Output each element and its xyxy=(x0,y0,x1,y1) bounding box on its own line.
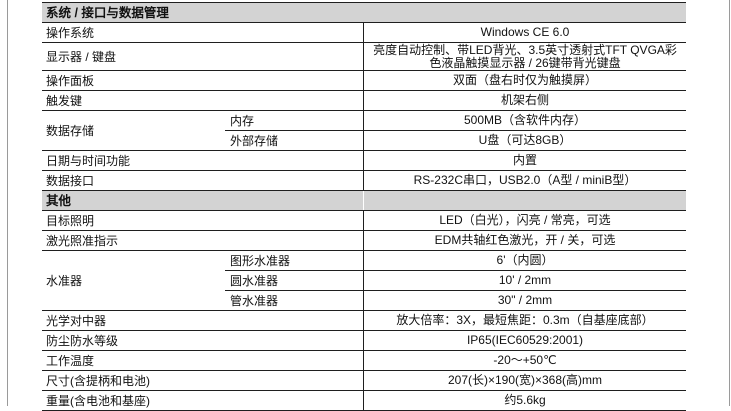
section-header-row: 其他 xyxy=(42,191,686,211)
header-column-divider xyxy=(363,191,364,210)
spec-subrow: 管水准器 30" / 2mm xyxy=(225,290,686,310)
spec-row: 目标照明 LED（白光），闪亮 / 常亮，可选 xyxy=(42,211,686,231)
spec-label: 重量(含电池和基座) xyxy=(46,393,150,408)
spec-value: IP65(IEC60529:2001) xyxy=(363,331,686,350)
spec-value: U盘（可达8GB） xyxy=(363,131,686,150)
spec-sublabel: 图形水准器 xyxy=(230,253,291,268)
spec-subrow: 圆水准器 10' / 2mm xyxy=(225,270,686,290)
page-right-edge-line xyxy=(729,0,730,406)
spec-value: 6'（内圆） xyxy=(363,251,686,270)
spec-sublabel: 内存 xyxy=(230,113,255,128)
spec-label: 操作系统 xyxy=(46,25,95,40)
spec-label: 操作面板 xyxy=(46,73,95,88)
spec-sublabel: 管水准器 xyxy=(230,293,279,308)
spec-table: 系统 / 接口与数据管理 操作系统 Windows CE 6.0 显示器 / 键盘 亮度… xyxy=(42,2,686,411)
spec-subrow: 内存 500MB（含软件内存） xyxy=(225,111,686,130)
spec-row: 操作系统 Windows CE 6.0 xyxy=(42,23,686,43)
spec-value: 10' / 2mm xyxy=(363,271,686,290)
spec-sublabel: 圆水准器 xyxy=(230,273,279,288)
spec-value: 亮度自动控制、带LED背光、3.5英寸透射式TFT QVGA彩色液晶触摸显示器 … xyxy=(363,43,686,70)
spec-label: 触发键 xyxy=(46,93,83,108)
spec-label: 尺寸(含提柄和电池) xyxy=(46,373,150,388)
spec-row: 重量(含电池和基座) 约5.6kg xyxy=(42,391,686,411)
spec-value: 双面（盘右时仅为触摸屏） xyxy=(363,71,686,90)
spec-row: 触发键 机架右侧 xyxy=(42,91,686,111)
spec-row: 激光照准指示 EDM共轴红色激光，开 / 关，可选 xyxy=(42,231,686,251)
spec-label: 目标照明 xyxy=(46,213,95,228)
spec-value: 约5.6kg xyxy=(363,391,686,410)
spec-value: EDM共轴红色激光，开 / 关，可选 xyxy=(363,231,686,250)
spec-subrow: 外部存储 U盘（可达8GB） xyxy=(225,130,686,150)
spec-value: Windows CE 6.0 xyxy=(363,23,686,42)
spec-label: 工作温度 xyxy=(46,353,95,368)
spec-value: 内置 xyxy=(363,151,686,170)
section-header-label: 系统 / 接口与数据管理 xyxy=(46,5,169,20)
section-header-row: 系统 / 接口与数据管理 xyxy=(42,3,686,23)
spec-label: 显示器 / 键盘 xyxy=(46,49,117,64)
spec-row: 操作面板 双面（盘右时仅为触摸屏） xyxy=(42,71,686,91)
spec-group-row: 数据存储 内存 500MB（含软件内存） 外部存储 U盘（可达8GB） xyxy=(42,111,686,151)
spec-label: 数据存储 xyxy=(46,123,95,138)
spec-value: 放大倍率：3X，最短焦距：0.3m（自基座底部） xyxy=(363,311,686,330)
spec-value: 500MB（含软件内存） xyxy=(363,111,686,130)
section-header-label: 其他 xyxy=(46,193,72,208)
spec-row: 尺寸(含提柄和电池) 207(长)×190(宽)×368(高)mm xyxy=(42,371,686,391)
spec-sublabel: 外部存储 xyxy=(230,133,279,148)
spec-value: 机架右侧 xyxy=(363,91,686,110)
spec-label: 水准器 xyxy=(46,273,83,288)
spec-value: RS-232C串口，USB2.0（A型 / miniB型） xyxy=(363,171,686,190)
spec-row: 光学对中器 放大倍率：3X，最短焦距：0.3m（自基座底部） xyxy=(42,311,686,331)
spec-row: 工作温度 -20～+50℃ xyxy=(42,351,686,371)
page-left-edge-line xyxy=(7,0,8,406)
spec-group-row: 水准器 图形水准器 6'（内圆） 圆水准器 10' / 2mm 管水准器 30" / 2mm xyxy=(42,251,686,311)
spec-subrows: 图形水准器 6'（内圆） 圆水准器 10' / 2mm 管水准器 30" / 2mm xyxy=(225,251,686,310)
spec-subrow: 图形水准器 6'（内圆） xyxy=(225,251,686,270)
spec-label: 激光照准指示 xyxy=(46,233,119,248)
spec-value: 207(长)×190(宽)×368(高)mm xyxy=(363,371,686,390)
spec-row: 防尘防水等级 IP65(IEC60529:2001) xyxy=(42,331,686,351)
spec-label: 防尘防水等级 xyxy=(46,333,119,348)
spec-subrows: 内存 500MB（含软件内存） 外部存储 U盘（可达8GB） xyxy=(225,111,686,150)
spec-value: LED（白光），闪亮 / 常亮，可选 xyxy=(363,211,686,230)
spec-value: -20～+50℃ xyxy=(363,351,686,370)
spec-row: 显示器 / 键盘 亮度自动控制、带LED背光、3.5英寸透射式TFT QVGA彩色… xyxy=(42,43,686,71)
spec-row: 数据接口 RS-232C串口，USB2.0（A型 / miniB型） xyxy=(42,171,686,191)
spec-label: 数据接口 xyxy=(46,173,95,188)
spec-value: 30" / 2mm xyxy=(363,291,686,310)
spec-label: 日期与时间功能 xyxy=(46,153,131,168)
spec-label: 光学对中器 xyxy=(46,313,107,328)
spec-row: 日期与时间功能 内置 xyxy=(42,151,686,171)
